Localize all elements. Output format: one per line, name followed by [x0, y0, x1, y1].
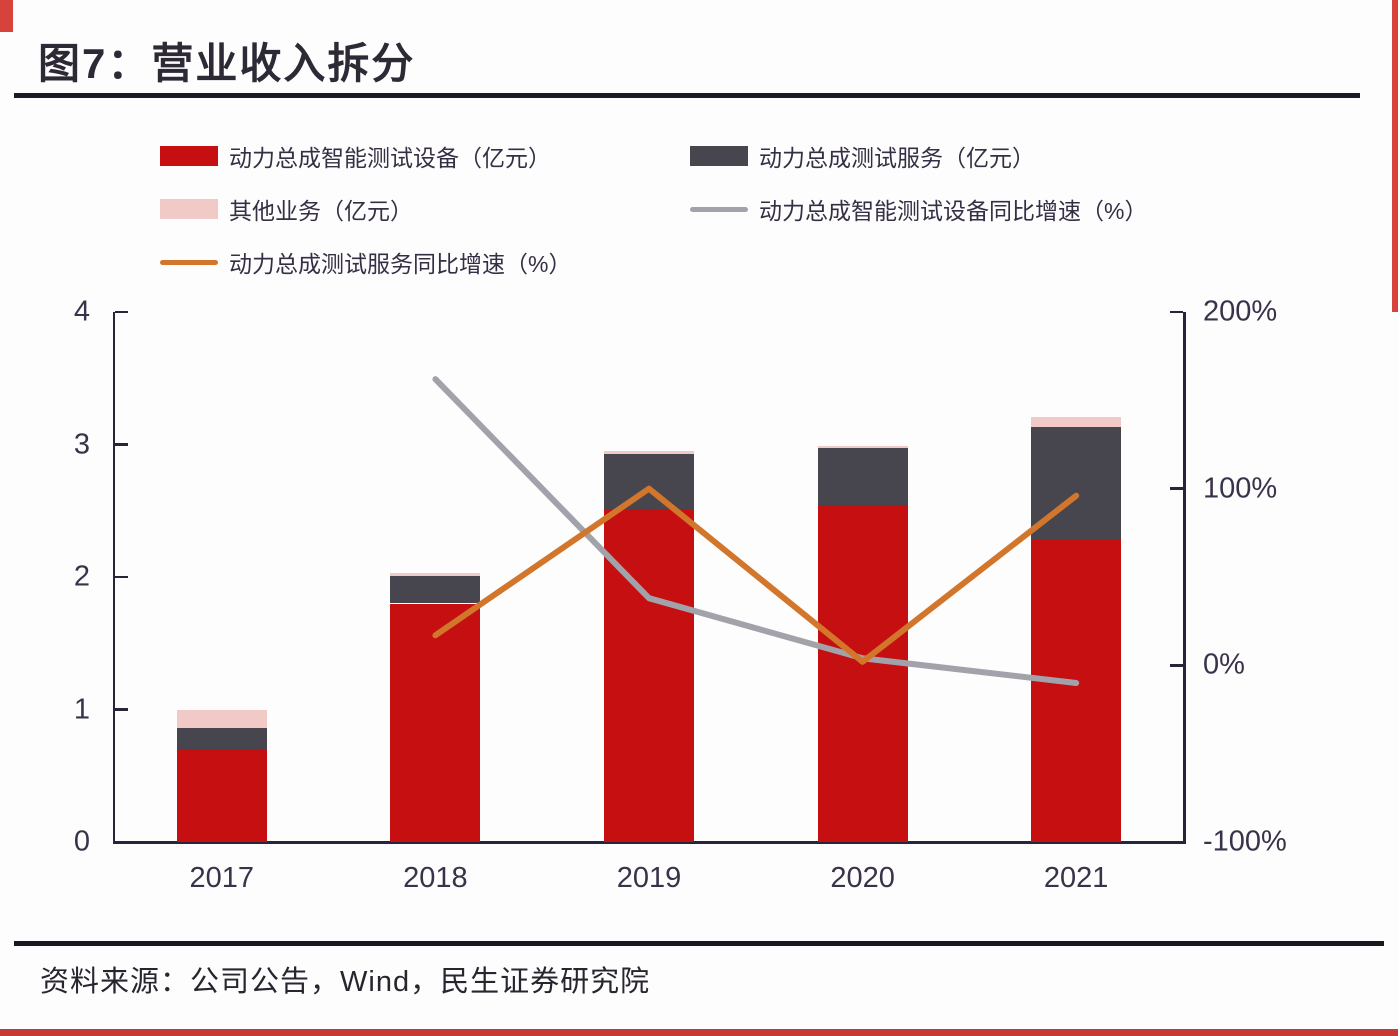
- left-axis-tick-label: 0: [73, 825, 90, 858]
- legend-swatch-line: [690, 206, 748, 212]
- page-edge-accent-bottom: [0, 1029, 1398, 1036]
- growth-line: [432, 485, 1080, 665]
- x-axis-line: [112, 841, 1186, 844]
- legend-item: 动力总成测试服务（亿元）: [690, 143, 1035, 171]
- footer-divider: [14, 941, 1384, 946]
- right-axis-tick-mark: [1170, 310, 1183, 314]
- figure-title: 图7：营业收入拆分: [38, 40, 416, 87]
- bar-segment: [176, 749, 267, 842]
- left-axis-tick-mark: [115, 443, 128, 446]
- legend-swatch-bar: [160, 199, 218, 219]
- bar-segment: [390, 603, 481, 842]
- bar-segment: [604, 451, 694, 454]
- title-underline: [14, 93, 1360, 98]
- bar-segment: [604, 453, 694, 510]
- left-axis-tick-mark: [115, 575, 128, 579]
- left-axis-tick-mark: [115, 310, 128, 314]
- right-axis-tick-label: 0%: [1203, 648, 1245, 681]
- left-y-axis-line: [112, 312, 115, 842]
- x-axis-category-label: 2017: [189, 862, 255, 894]
- x-axis-category-label: 2020: [830, 862, 895, 894]
- bar-segment: [817, 445, 908, 449]
- legend-swatch-line: [160, 259, 218, 265]
- left-axis-tick-label: 1: [73, 693, 90, 725]
- legend-item-label: 动力总成测试服务（亿元）: [759, 145, 1035, 171]
- legend-swatch-bar: [690, 146, 748, 166]
- legend-item: 其他业务（亿元）: [160, 196, 413, 224]
- bar-segment: [390, 573, 481, 576]
- left-axis-tick-label: 2: [73, 560, 90, 593]
- x-axis-category-label: 2021: [1043, 862, 1109, 894]
- legend-item-label: 动力总成智能测试设备同比增速（%）: [759, 198, 1148, 224]
- right-axis-tick-label: -100%: [1203, 825, 1287, 858]
- bar-segment: [1031, 416, 1122, 428]
- legend-item-label: 动力总成智能测试设备（亿元）: [229, 145, 551, 171]
- data-source-note: 资料来源：公司公告，Wind，民生证券研究院: [40, 966, 651, 998]
- right-y-axis-line: [1183, 312, 1186, 842]
- x-axis-category-label: 2019: [616, 862, 682, 894]
- legend-item: 动力总成智能测试设备同比增速（%）: [690, 196, 1147, 224]
- right-axis-tick-mark: [1170, 664, 1183, 667]
- x-axis-category-label: 2018: [403, 862, 468, 894]
- bar-segment: [1031, 539, 1122, 842]
- bar-segment: [176, 728, 267, 750]
- right-axis-tick-mark: [1170, 487, 1183, 490]
- growth-line: [432, 376, 1080, 686]
- bar-segment: [390, 575, 481, 604]
- left-axis-tick-label: 4: [73, 295, 90, 328]
- bar-segment: [817, 448, 908, 506]
- page-edge-accent-right: [1392, 0, 1398, 312]
- left-axis-tick-label: 3: [73, 428, 90, 460]
- legend-item-label: 其他业务（亿元）: [229, 198, 413, 224]
- legend-item: 动力总成测试服务同比增速（%）: [160, 249, 571, 277]
- bar-segment: [176, 709, 267, 729]
- right-axis-tick-label: 100%: [1203, 472, 1278, 505]
- legend-item: 动力总成智能测试设备（亿元）: [160, 143, 551, 171]
- left-axis-tick-mark: [115, 708, 128, 711]
- legend-swatch-bar: [160, 146, 218, 166]
- right-axis-tick-label: 200%: [1203, 295, 1278, 328]
- bar-segment: [817, 505, 908, 842]
- legend-item-label: 动力总成测试服务同比增速（%）: [229, 251, 572, 277]
- page-edge-accent-left: [0, 0, 13, 32]
